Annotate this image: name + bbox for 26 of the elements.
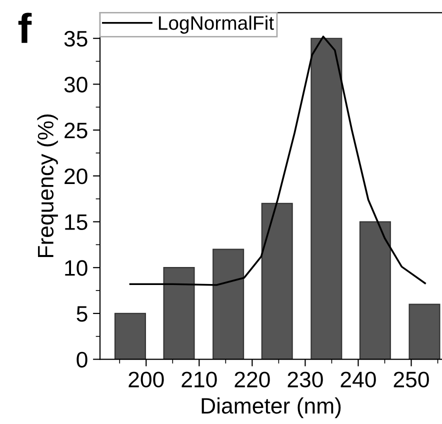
bar xyxy=(261,202,293,360)
x-tick-label: 240 xyxy=(340,372,376,388)
x-tick-label: 210 xyxy=(182,372,217,388)
bar xyxy=(408,304,440,360)
y-tick-label: 5 xyxy=(76,306,88,322)
x-tick-label: 220 xyxy=(234,372,270,388)
y-tick-label: 10 xyxy=(65,260,88,276)
bar xyxy=(310,38,342,360)
y-tick-label: 25 xyxy=(64,122,88,138)
y-tick-label: 30 xyxy=(64,76,88,92)
bar xyxy=(114,312,146,360)
line-series xyxy=(129,36,426,286)
y-tick-label: 35 xyxy=(64,30,88,47)
bar xyxy=(163,267,195,360)
x-axis-title: Diameter (nm) xyxy=(202,397,341,418)
x-tick-label: 200 xyxy=(128,372,164,388)
x-tick-label: 230 xyxy=(288,372,323,388)
x-tick-label: 250 xyxy=(394,372,429,388)
text: f xyxy=(18,12,32,43)
y-tick-label: 15 xyxy=(65,214,88,230)
y-tick-label: 0 xyxy=(76,352,88,368)
legend-label: LogNormalFit xyxy=(158,16,274,34)
bar xyxy=(359,221,391,360)
y-axis-title: Frequency (%) xyxy=(37,114,58,258)
y-tick-label: 20 xyxy=(64,168,88,184)
bar xyxy=(212,248,244,360)
